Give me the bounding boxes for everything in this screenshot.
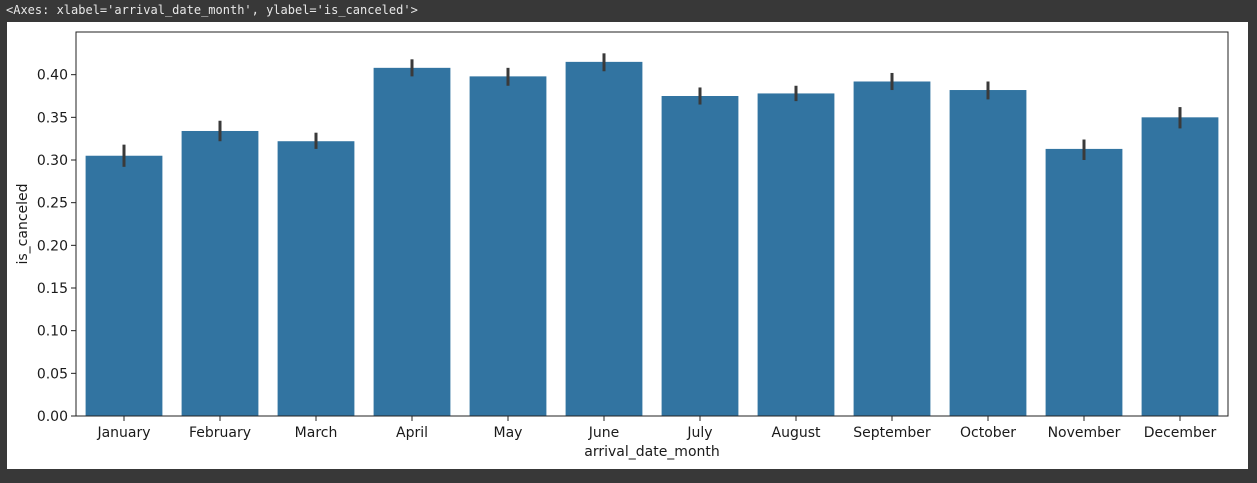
bar-december xyxy=(1141,117,1219,416)
bar-february xyxy=(181,130,259,416)
x-tick-label: March xyxy=(295,425,338,441)
x-tick-label: June xyxy=(588,425,620,441)
bar-january xyxy=(85,155,163,416)
bars-group xyxy=(85,61,1219,416)
y-axis-label: is_canceled xyxy=(15,183,31,264)
bar-november xyxy=(1045,148,1123,416)
x-tick-label: September xyxy=(853,425,931,441)
bar-march xyxy=(277,141,355,416)
output-repr-text: <Axes: xlabel='arrival_date_month', ylab… xyxy=(6,3,418,17)
x-axis-label: arrival_date_month xyxy=(584,444,720,460)
bar-july xyxy=(661,96,739,416)
y-tick-label: 0.05 xyxy=(37,366,68,382)
y-tick-label: 0.30 xyxy=(37,153,68,169)
bar-april xyxy=(373,67,451,416)
y-tick-label: 0.20 xyxy=(37,238,68,254)
x-axis: January February March April May June July Augu… xyxy=(96,416,1217,441)
bar-may xyxy=(469,76,547,416)
y-tick-label: 0.35 xyxy=(37,110,68,126)
x-tick-label: May xyxy=(494,425,523,441)
x-tick-label: July xyxy=(686,425,712,441)
chart-panel: 0.00 0.05 0.10 0.15 0.20 0.25 0.30 0.35 0.40 Jan… xyxy=(7,22,1248,469)
x-tick-label: April xyxy=(396,425,428,441)
bar-june xyxy=(565,61,643,416)
plot-frame xyxy=(75,31,1229,417)
y-tick-label: 0.40 xyxy=(37,68,68,84)
x-tick-label: November xyxy=(1048,425,1121,441)
y-tick-label: 0.15 xyxy=(37,281,68,297)
y-tick-label: 0.10 xyxy=(37,324,68,340)
bar-september xyxy=(853,81,931,416)
error-bars-group xyxy=(122,53,1182,167)
x-tick-label: January xyxy=(96,425,150,441)
bar-august xyxy=(757,93,835,416)
y-tick-label: 0.00 xyxy=(37,409,68,425)
x-tick-label: August xyxy=(772,425,822,441)
x-tick-label: February xyxy=(189,425,251,441)
x-tick-label: December xyxy=(1144,425,1217,441)
bar-chart: 0.00 0.05 0.10 0.15 0.20 0.25 0.30 0.35 0.40 Jan… xyxy=(15,31,1229,460)
y-axis: 0.00 0.05 0.10 0.15 0.20 0.25 0.30 0.35 0.40 xyxy=(37,68,76,425)
bar-october xyxy=(949,90,1027,416)
y-tick-label: 0.25 xyxy=(37,196,68,212)
x-tick-label: October xyxy=(960,425,1016,441)
